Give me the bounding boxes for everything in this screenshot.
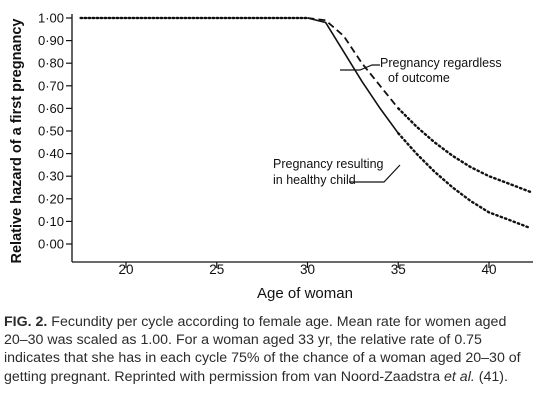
annotation-regardless-line: of outcome bbox=[388, 71, 450, 85]
caption-et-al: et al. bbox=[444, 368, 475, 385]
leader-line-healthy bbox=[349, 164, 401, 183]
y-tick-label: 0·70 bbox=[38, 78, 64, 93]
figure-caption: FIG. 2. Fecundity per cycle according to… bbox=[4, 313, 528, 386]
annotation-healthy-line: in healthy child bbox=[273, 173, 356, 187]
y-tick-label: 0·00 bbox=[38, 237, 64, 252]
y-tick-label: 0·50 bbox=[38, 124, 64, 139]
y-tick-label: 0·30 bbox=[38, 169, 64, 184]
series-line-dotted bbox=[397, 107, 532, 194]
y-tick-label: 0·20 bbox=[38, 191, 64, 206]
leader-line-regardless bbox=[340, 64, 380, 71]
y-tick-label: 0·90 bbox=[38, 33, 64, 48]
x-tick-label: 30 bbox=[300, 262, 315, 277]
axes: 0·00 0·10 0·20 0·30 0·40 0·50 0·60 0·70 0·80 0·90… bbox=[38, 11, 533, 277]
x-axis-label: Age of woman bbox=[257, 285, 353, 302]
y-tick-label: 1·00 bbox=[38, 11, 64, 26]
annotation-healthy-line: Pregnancy resulting bbox=[273, 157, 384, 171]
caption-text-2: (41). bbox=[474, 368, 508, 385]
caption-text-1: Fecundity per cycle according to female … bbox=[4, 314, 521, 385]
y-tick-label: 0·10 bbox=[38, 214, 64, 229]
series-healthy-child bbox=[79, 16, 532, 230]
y-tick-label: 0·80 bbox=[38, 56, 64, 71]
x-tick-label: 25 bbox=[209, 262, 224, 277]
y-tick-label: 0·40 bbox=[38, 146, 64, 161]
annotation-regardless-line: Pregnancy regardless bbox=[380, 56, 502, 70]
chart-area: 0·00 0·10 0·20 0·30 0·40 0·50 0·60 0·70 0·80 0·90… bbox=[9, 0, 533, 302]
x-tick-label: 40 bbox=[481, 262, 496, 277]
x-tick-label: 35 bbox=[391, 262, 406, 277]
x-tick-label: 20 bbox=[118, 262, 133, 277]
figure-label: FIG. 2. bbox=[4, 314, 48, 330]
series-line-dotted bbox=[397, 132, 532, 230]
series-line-dashed bbox=[307, 17, 400, 109]
y-axis-label: Relative hazard of a first pregnancy bbox=[9, 19, 25, 264]
series-group bbox=[79, 16, 532, 230]
series-line-solid bbox=[307, 17, 399, 134]
plot-background bbox=[72, 0, 533, 262]
y-tick-label: 0·60 bbox=[38, 101, 64, 116]
